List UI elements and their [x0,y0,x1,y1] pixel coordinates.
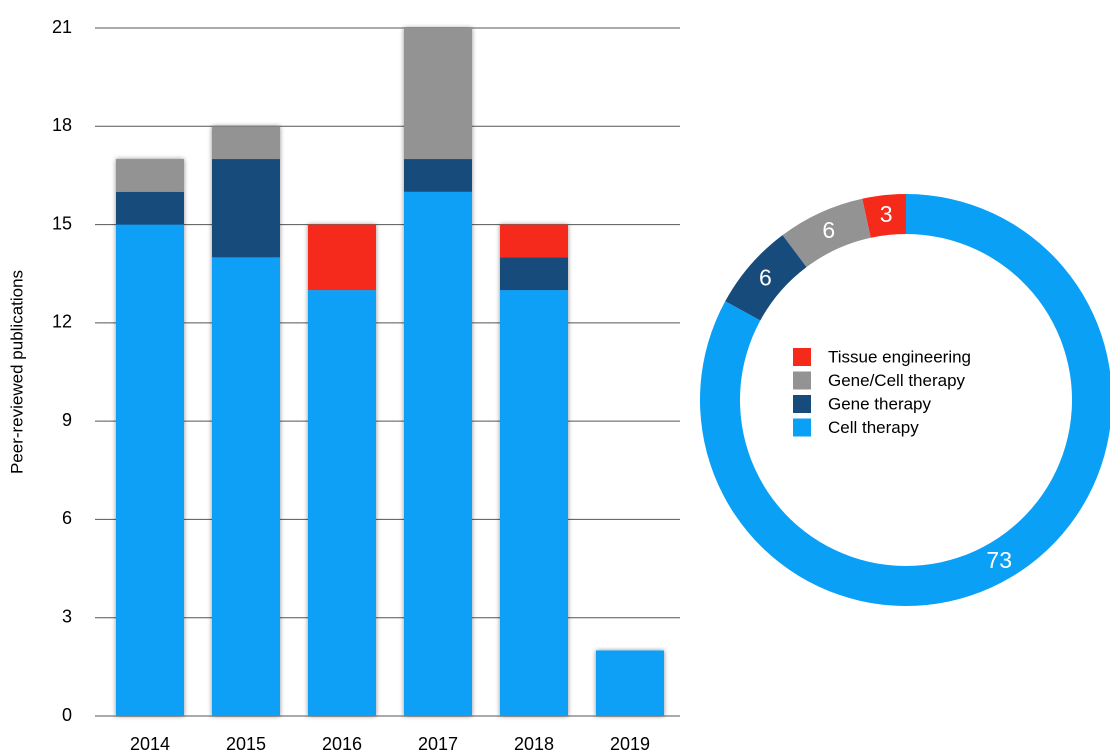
bar-segment [596,650,664,716]
bar-segment [116,159,184,192]
bar-stack [500,224,568,716]
bar-stack [596,650,664,716]
x-tick-label: 2016 [322,734,362,754]
x-tick-label: 2017 [418,734,458,754]
bar-segment [116,224,184,717]
donut-slice [725,235,807,321]
y-axis-label: Peer-reviewed publications [7,270,26,474]
y-tick-label: 6 [62,508,72,528]
bar-segment [116,191,184,225]
bar-stack [308,224,376,716]
legend-label: Gene/Cell therapy [828,371,966,390]
y-tick-label: 9 [62,410,72,430]
bar-segment [212,257,280,716]
bar-segment [500,257,568,291]
bar-segment [308,290,376,716]
y-tick-label: 12 [52,312,72,332]
donut-slice [862,194,906,238]
x-tick-label: 2014 [130,734,170,754]
y-tick-label: 15 [52,213,72,233]
legend-swatch [793,418,811,437]
donut-slice [782,198,871,268]
bar-segment [404,159,472,192]
y-tick-label: 18 [52,115,72,135]
bar-segment [500,224,568,258]
bar-stack [404,28,472,717]
legend-swatch [793,348,811,366]
bar-stack [212,126,280,716]
y-tick-label: 21 [52,17,72,37]
bar-stack [116,159,184,717]
slice-label: 73 [986,547,1012,573]
bar-segment [212,126,280,160]
bar-segment [308,224,376,291]
slice-label: 6 [822,217,835,243]
y-tick-label: 0 [62,705,72,725]
slice-label: 6 [759,264,772,290]
bar-segment [404,191,472,717]
bar-segment [212,159,280,258]
y-tick-label: 3 [62,606,72,626]
slice-label: 3 [880,201,893,227]
legend-label: Tissue engineering [828,347,971,366]
bar-segment [500,290,568,716]
x-tick-label: 2015 [226,734,266,754]
x-tick-label: 2019 [610,734,650,754]
legend-swatch [793,395,811,413]
x-tick-label: 2018 [514,734,554,754]
bar-segment [404,28,472,160]
legend-swatch [793,371,811,390]
legend-label: Gene therapy [828,394,932,413]
legend-label: Cell therapy [828,418,919,437]
